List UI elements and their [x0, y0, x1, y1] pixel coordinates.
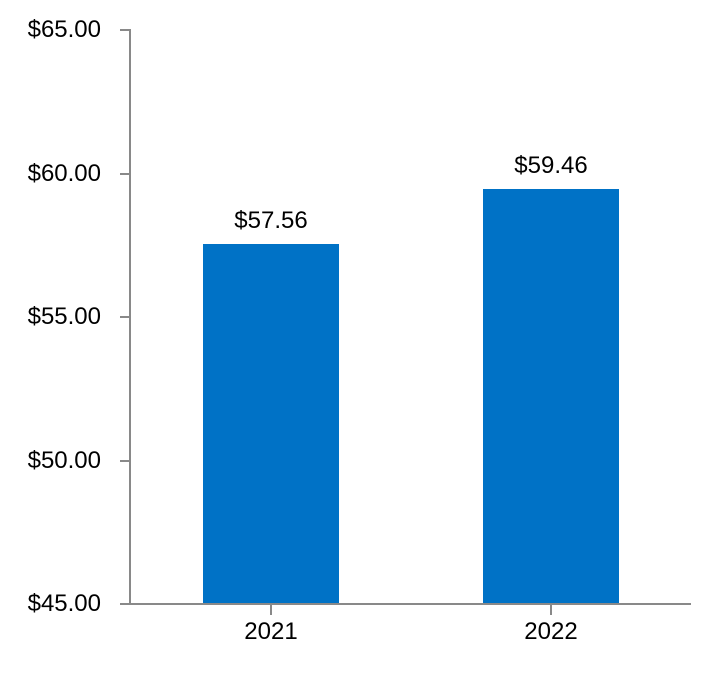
x-axis-tick	[270, 605, 272, 615]
bar-value-label-2021: $57.56	[234, 207, 308, 234]
y-axis-tick-label: $60.00	[27, 160, 101, 187]
bar-2022	[483, 189, 619, 603]
x-axis-tick-label: 2021	[244, 618, 298, 645]
y-axis-tick-label: $45.00	[27, 590, 101, 617]
bar-2021	[203, 244, 339, 603]
bar-value-label-2022: $59.46	[514, 152, 588, 179]
y-axis-tick	[120, 29, 130, 31]
x-axis-tick	[550, 605, 552, 615]
y-axis-tick-label: $65.00	[27, 16, 101, 43]
x-axis-tick-label: 2022	[524, 618, 578, 645]
y-axis-tick	[120, 173, 130, 175]
y-axis-tick-label: $50.00	[27, 447, 101, 474]
y-axis-tick	[120, 460, 130, 462]
y-axis-line	[129, 29, 131, 605]
y-axis-tick-label: $55.00	[27, 303, 101, 330]
y-axis-tick	[120, 316, 130, 318]
x-axis-line	[120, 603, 691, 605]
